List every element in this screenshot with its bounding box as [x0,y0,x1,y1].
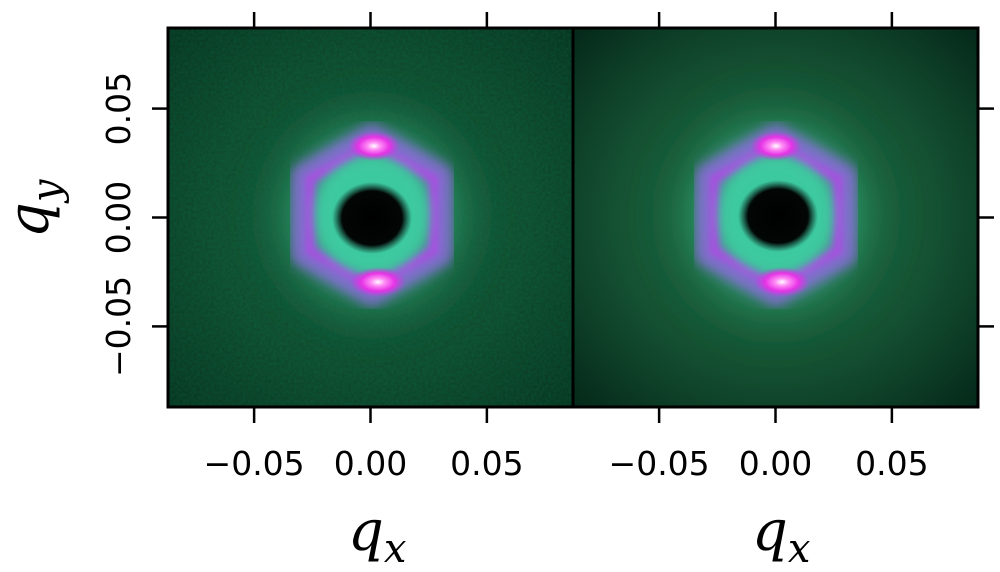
right-xlabel: qx [752,499,810,572]
ytick-label-2: 0.05 [99,72,138,145]
right-central-hole [738,180,818,252]
ytick-label-1: 0.00 [99,181,138,254]
right-peak-top [750,131,802,161]
ylabel: qy [0,178,70,238]
right-scattering-pattern [631,65,921,365]
left-central-hole [332,182,412,254]
right-peak-bottom [754,267,810,297]
left-xlabel: qx [348,499,406,572]
left-peak-top [348,131,400,161]
xtick-label-left-2: 0.05 [450,444,523,483]
xtick-label-right-2: 0.05 [855,444,928,483]
xtick-label-left-1: 0.00 [334,444,407,483]
right-heatmap-panel [573,28,978,407]
left-scattering-pattern [232,70,512,360]
xtick-label-right-0: −0.05 [609,444,710,483]
tick-labels: −0.05 0.00 0.05 −0.05 0.00 0.05 −0.05 0.00 0.05 [99,72,929,483]
ytick-label-0: −0.05 [99,276,138,377]
xtick-label-left-0: −0.05 [204,444,305,483]
tick-marks [152,12,994,423]
left-peak-bottom [350,267,406,297]
left-heatmap-panel [168,28,573,407]
xtick-label-right-1: 0.00 [739,444,812,483]
